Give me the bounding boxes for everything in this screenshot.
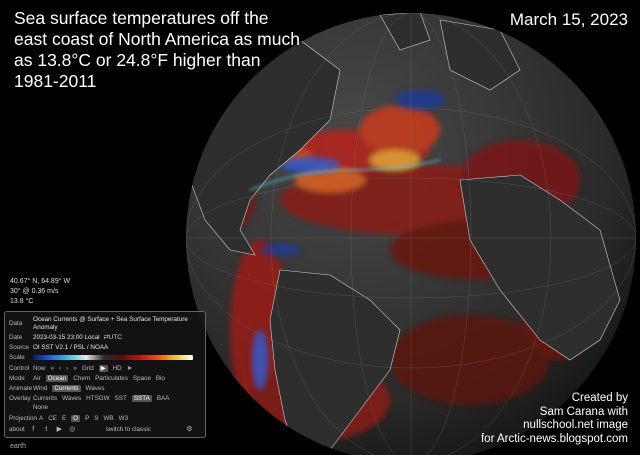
headline: Sea surface temperatures off the east co… [14, 8, 300, 91]
back-button[interactable]: ‹ [59, 365, 62, 372]
play-icon[interactable]: ▶ [98, 365, 108, 372]
scale-row: Scale [9, 354, 193, 361]
scale-label: Scale [9, 354, 25, 361]
about-link[interactable]: about [9, 426, 25, 433]
projection-row: Projection A CE E O P S WB W3 [9, 415, 133, 422]
now-button[interactable]: Now [33, 365, 46, 372]
credit-line: Created by [571, 392, 628, 404]
overlay-currents[interactable]: Currents [33, 395, 58, 402]
overlay-none[interactable]: None [33, 404, 49, 411]
gear-icon[interactable]: ⚙ [186, 426, 193, 433]
date-label: March 15, 2023 [509, 10, 628, 29]
mode-particulates[interactable]: Particulates [95, 375, 128, 382]
facebook-icon[interactable]: f [32, 426, 35, 433]
source-row: Source OI SST V2.1 / PSL / NOAA [9, 344, 108, 351]
credit-line: nullschool.net image [523, 419, 628, 431]
utc-toggle[interactable]: ⇄UTC [103, 334, 122, 341]
overlay-label: Overlay [9, 395, 31, 402]
credit-line: for Arctic-news.blogspot.com [480, 432, 628, 445]
grid-button[interactable]: Grid [81, 365, 94, 372]
animate-row: Animate Wind Currents Waves [9, 385, 110, 392]
mode-bio[interactable]: Bio [155, 375, 165, 382]
overlay-sst[interactable]: SST [114, 395, 127, 402]
animate-wind[interactable]: Wind [33, 385, 48, 392]
navigate-icon[interactable]: ➤ [126, 365, 132, 372]
overlay-waves[interactable]: Waves [62, 395, 82, 402]
animate-label: Animate [9, 385, 33, 392]
back-far-button[interactable]: « [50, 365, 55, 372]
projection-a[interactable]: A [39, 415, 44, 422]
mode-chem[interactable]: Chem [73, 375, 91, 382]
youtube-icon[interactable]: ▶ [56, 426, 62, 433]
temp-readout: 13.8 °C [10, 298, 34, 305]
projection-ce[interactable]: CE [48, 415, 57, 422]
source-value: OI SST V2.1 / PSL / NOAA [33, 344, 109, 351]
animate-waves[interactable]: Waves [85, 385, 105, 392]
projection-p[interactable]: P [85, 415, 90, 422]
footer-row: about f t ▶ ◎ switch to classic ⚙ [9, 426, 199, 433]
mode-label: Mode [9, 375, 25, 382]
overlay-extra-row: None [33, 404, 53, 411]
overlay-ssta[interactable]: SSTA [131, 395, 152, 402]
date-row-label: Date [9, 334, 23, 341]
switch-classic-link[interactable]: switch to classic [105, 426, 151, 433]
twitter-icon[interactable]: t [45, 426, 48, 433]
hd-button[interactable]: HD [112, 365, 122, 372]
credit-line: Sam Carana with [539, 405, 628, 418]
data-value: Ocean Currents @ Surface + Sea Surface T… [33, 316, 188, 331]
mode-ocean[interactable]: Ocean [45, 375, 69, 382]
overlay-row: Overlay Currents Waves HTSGW SST SSTA BA… [9, 395, 174, 402]
overlay-baa[interactable]: BAA [156, 395, 170, 402]
date-value[interactable]: 2023-03-15 23:00 Local [33, 334, 100, 341]
projection-w3[interactable]: W3 [118, 415, 129, 422]
data-label: Data [9, 320, 23, 327]
mode-space[interactable]: Space [132, 375, 151, 382]
projection-wb[interactable]: WB [103, 415, 114, 422]
projection-e[interactable]: E [61, 415, 67, 422]
current-readout: 30° @ 0.36 m/s [10, 288, 59, 295]
data-row: Data Ocean Currents @ Surface + Sea Surf… [9, 316, 198, 331]
source-label: Source [9, 344, 29, 351]
projection-o[interactable]: O [71, 415, 81, 422]
projection-label: Projection [9, 415, 38, 422]
earth-menu-link[interactable]: earth [10, 443, 26, 450]
location-readout: 40.67° N, 64.89° W 30° @ 0.36 m/s 13.8 °… [10, 277, 70, 307]
mode-row: Mode Air Ocean Chem Particulates Space B… [9, 375, 170, 382]
forward-far-button[interactable]: » [73, 365, 77, 372]
forward-button[interactable]: › [66, 365, 69, 372]
mode-air[interactable]: Air [33, 375, 41, 382]
control-panel: Data Ocean Currents @ Surface + Sea Surf… [4, 311, 206, 438]
control-label: Control [9, 365, 30, 372]
overlay-htsgw[interactable]: HTSGW [86, 395, 110, 402]
control-row: Control Now « ‹ › » Grid ▶ HD ➤ [9, 365, 137, 372]
coords-readout: 40.67° N, 64.89° W [10, 278, 71, 285]
credit-block: Created by Sam Carana with nullschool.ne… [481, 392, 628, 446]
projection-s[interactable]: S [94, 415, 99, 422]
date-row: Date 2023-03-15 23:00 Local ⇄UTC [9, 334, 122, 341]
animate-currents[interactable]: Currents [52, 385, 81, 392]
instagram-icon[interactable]: ◎ [69, 426, 76, 433]
color-scale-bar[interactable] [33, 355, 193, 360]
